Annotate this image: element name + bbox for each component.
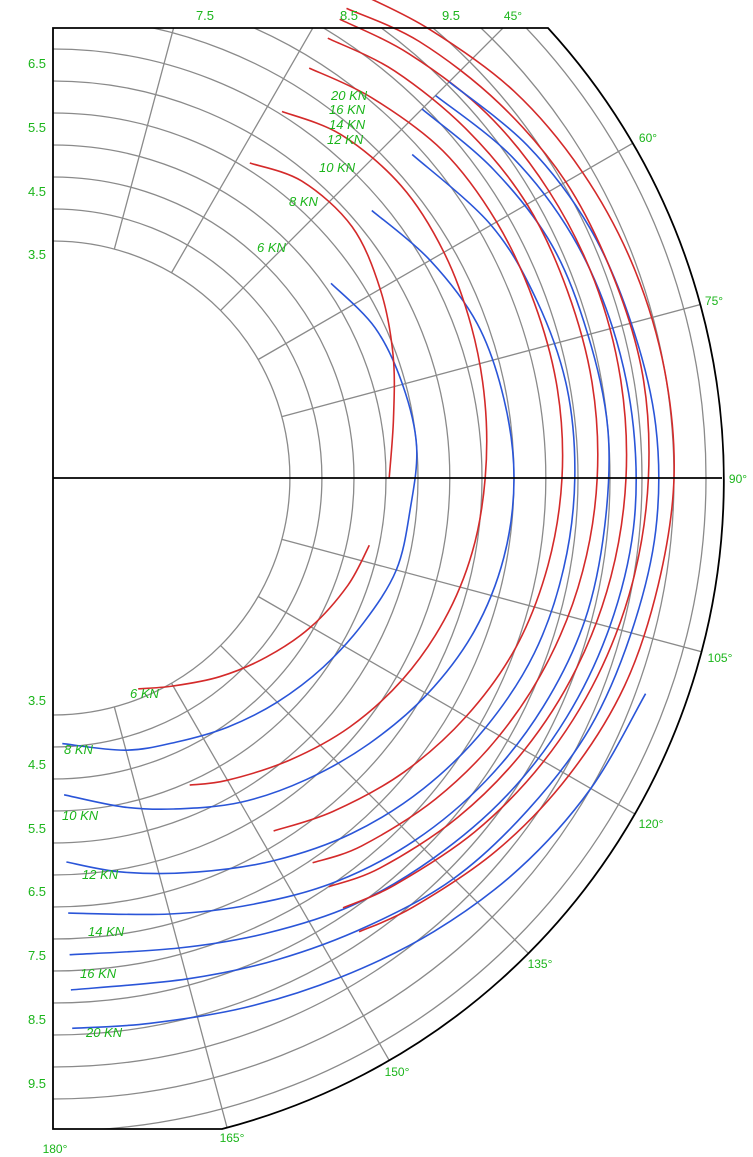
angle-label-150: 150° <box>385 1065 410 1079</box>
series-label-lower-10kn: 10 KN <box>62 808 99 823</box>
polar-curve-12kn-blue <box>68 108 610 916</box>
angle-label-165: 165° <box>220 1131 245 1145</box>
chart-frame <box>52 27 725 1130</box>
series-label-upper-10kn: 10 KN <box>319 160 356 175</box>
angle-label-90: 90° <box>729 472 747 486</box>
tick-lower-6.5: 6.5 <box>28 884 46 899</box>
tick-upper-3.5: 3.5 <box>28 247 46 262</box>
polar-curve-14kn-red <box>328 18 628 888</box>
speed-ring-8.0 <box>53 28 579 1004</box>
angle-label-180: 180° <box>43 1142 68 1156</box>
angle-spoke-15 <box>113 28 240 250</box>
angle-label-135: 135° <box>528 957 553 971</box>
tick-top-9.5: 9.5 <box>442 8 460 23</box>
polar-curve-16kn-red <box>342 7 650 909</box>
tick-lower-9.5: 9.5 <box>28 1076 46 1091</box>
series-label-lower-14kn: 14 KN <box>88 924 125 939</box>
tick-lower-7.5: 7.5 <box>28 948 46 963</box>
angle-label-105: 105° <box>708 651 733 665</box>
frame-outline <box>52 27 725 1130</box>
angle-label-60: 60° <box>639 131 657 145</box>
angle-spoke-45 <box>220 28 563 311</box>
polar-curve-14kn-blue <box>69 94 637 956</box>
series-label-upper-12kn: 12 KN <box>327 132 364 147</box>
polar-curve-6kn-red-low <box>138 544 371 690</box>
polar-curve-12kn-red <box>312 37 599 864</box>
angle-spoke-30 <box>170 28 414 274</box>
polar-curve-16kn-blue <box>70 81 660 991</box>
polar-curve-10kn-blue <box>66 153 576 875</box>
angle-spoke-120 <box>257 595 677 839</box>
polar-curve-8kn-blue <box>63 209 515 811</box>
angle-spoke-75 <box>281 291 724 418</box>
series-label-lower-20kn: 20 KN <box>85 1025 123 1040</box>
tick-upper-5.5: 5.5 <box>28 120 46 135</box>
tick-lower-8.5: 8.5 <box>28 1012 46 1027</box>
tick-lower-5.5: 5.5 <box>28 821 46 836</box>
angle-spoke-105 <box>281 538 724 665</box>
angle-spoke-150 <box>170 682 414 1102</box>
series-label-upper-20kn: 20 KN <box>330 88 368 103</box>
angle-spoke-135 <box>220 645 563 988</box>
series-label-upper-16kn: 16 KN <box>329 102 366 117</box>
angle-spoke-60 <box>257 117 677 361</box>
series-label-upper-6kn: 6 KN <box>257 240 287 255</box>
speed-ring-9.5 <box>53 28 675 1100</box>
polar-curve-20kn-blue <box>72 693 647 1030</box>
polar-curve-6kn-red <box>249 162 396 479</box>
angle-spoke-165 <box>113 706 240 1129</box>
tick-top-8.5: 8.5 <box>340 8 358 23</box>
polar-curve-6kn-blue <box>62 282 418 752</box>
tick-top-7.5: 7.5 <box>196 8 214 23</box>
series-label-upper-14kn: 14 KN <box>329 117 366 132</box>
series-label-lower-16kn: 16 KN <box>80 966 117 981</box>
polar-curve-8kn-red <box>189 110 488 786</box>
tick-upper-6.5: 6.5 <box>28 56 46 71</box>
angle-label-75: 75° <box>705 294 723 308</box>
polar-grid <box>53 28 724 1129</box>
tick-lower-3.5: 3.5 <box>28 693 46 708</box>
series-label-lower-6kn: 6 KN <box>130 686 160 701</box>
speed-ring-7.5 <box>53 28 547 972</box>
series-label-lower-8kn: 8 KN <box>64 742 94 757</box>
series-label-lower-12kn: 12 KN <box>82 867 119 882</box>
polar-curve-10kn-red <box>273 67 564 832</box>
angle-label-45: 45° <box>504 9 522 23</box>
tick-lower-4.5: 4.5 <box>28 757 46 772</box>
chart-labels: 7.5 8.5 9.5 6.5 5.5 4.5 3.5 3.5 4.5 5.5 … <box>28 8 747 1156</box>
series-label-upper-8kn: 8 KN <box>289 194 319 209</box>
angle-label-120: 120° <box>639 817 664 831</box>
tick-upper-4.5: 4.5 <box>28 184 46 199</box>
